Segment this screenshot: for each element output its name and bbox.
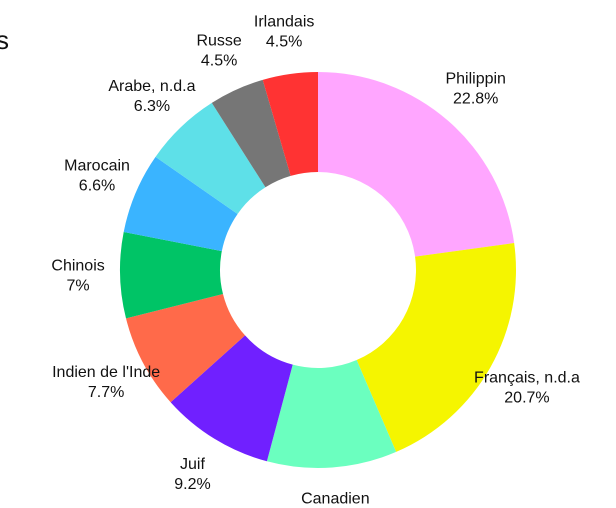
slice-label: Chinois: [51, 258, 104, 275]
slice-value-label: 7.7%: [88, 384, 124, 401]
slice-label: Juif: [180, 456, 205, 473]
slice-label: Russe: [196, 33, 241, 50]
slice-label: Indien de l'Inde: [52, 364, 160, 381]
slice-label: Français, n.d.a: [474, 369, 580, 386]
donut-slice: [119, 231, 223, 319]
slice-label: Canadien: [301, 491, 370, 508]
slice-value-label: 22.8%: [453, 90, 498, 107]
slice-label: Irlandais: [254, 14, 314, 31]
slice-label: Marocain: [64, 158, 130, 175]
slice-label: Philippin: [445, 70, 505, 87]
donut-slice: [318, 72, 515, 257]
slice-value-label: 6.3%: [134, 98, 170, 115]
slice-value-label: 6.6%: [79, 178, 115, 195]
donut-slice: [170, 335, 293, 462]
slice-value-label: 4.5%: [201, 53, 237, 70]
slice-label: Arabe, n.d.a: [108, 78, 195, 95]
donut-slice: [356, 242, 516, 452]
donut-slice: [155, 102, 266, 214]
slice-value-label: 7%: [67, 278, 90, 295]
donut-slice: [266, 360, 397, 468]
donut-slice: [123, 156, 238, 252]
chart-title: s: [0, 25, 9, 55]
donut-slice: [262, 72, 318, 176]
donut-slice: [126, 293, 246, 403]
slice-value-label: 20.7%: [504, 389, 549, 406]
slice-value-label: 9.2%: [174, 476, 210, 493]
slice-value-label: 4.5%: [266, 34, 302, 51]
donut-slice: [211, 79, 291, 188]
